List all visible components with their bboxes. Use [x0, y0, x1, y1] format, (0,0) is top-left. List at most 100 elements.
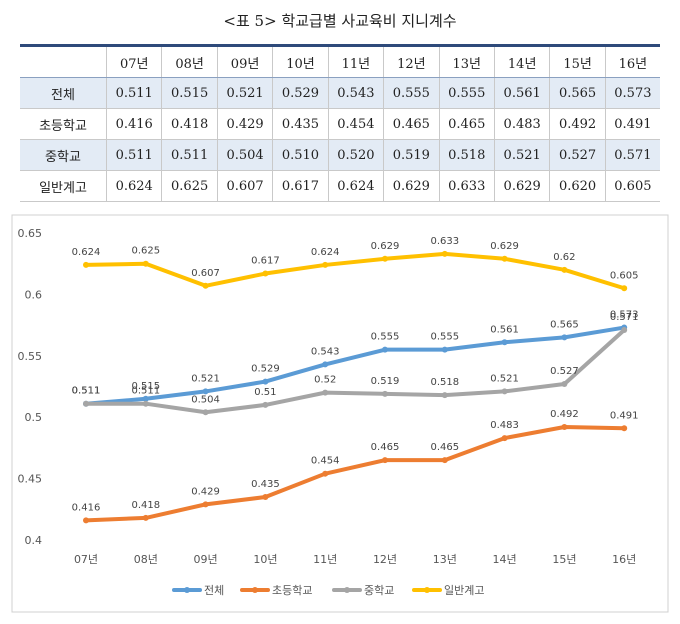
x-tick-label: 10년 — [253, 553, 277, 566]
data-label: 0.529 — [251, 364, 280, 375]
table-cell: 0.429 — [216, 108, 273, 140]
data-point — [621, 327, 628, 334]
table-cell: 0.573 — [604, 77, 660, 109]
data-point — [202, 501, 209, 508]
data-point — [382, 457, 388, 464]
table-cell: 0.629 — [383, 170, 440, 202]
table-cell: 0.465 — [383, 108, 440, 140]
table-cell: 08년 — [161, 44, 218, 78]
x-tick-label: 15년 — [552, 553, 576, 566]
table-row: 일반계고 0.624 0.625 0.607 0.617 0.624 0.629 0.633 0… — [20, 170, 660, 202]
data-label: 0.527 — [550, 366, 579, 377]
table-row: 전체 0.511 0.515 0.521 0.529 0.543 0.555 0.555 0.5… — [20, 77, 660, 109]
data-point — [561, 424, 568, 431]
data-point — [441, 457, 448, 464]
table-cell: 0.454 — [327, 108, 384, 140]
data-label: 0.465 — [371, 442, 400, 453]
x-tick-label: 11년 — [313, 553, 337, 566]
table-cell: 0.492 — [549, 108, 606, 140]
table-cell: 0.624 — [105, 170, 162, 202]
data-point — [382, 346, 388, 353]
data-label: 0.629 — [371, 241, 400, 252]
data-point — [441, 392, 448, 399]
data-label: 0.465 — [430, 442, 459, 453]
legend-marker — [344, 587, 350, 593]
table-cell: 0.510 — [272, 139, 329, 171]
data-point — [142, 260, 149, 267]
table-cell: 0.520 — [327, 139, 384, 171]
data-point — [322, 261, 329, 268]
table-row: 07년 08년 09년 10년 11년 12년 13년 14년 15년 16년 — [20, 44, 660, 78]
data-label: 0.454 — [311, 456, 340, 467]
table-cell: 0.511 — [105, 139, 162, 171]
table-row: 중학교 0.511 0.511 0.504 0.510 0.520 0.519 0.518 0.… — [20, 139, 660, 171]
data-label: 0.418 — [131, 500, 160, 511]
series-line — [84, 425, 627, 523]
data-point — [142, 395, 149, 402]
data-label: 0.573 — [610, 310, 639, 321]
data-label: 0.571 — [610, 312, 639, 323]
data-point — [501, 339, 508, 346]
data-point — [322, 470, 329, 477]
table-cell: 0.624 — [327, 170, 384, 202]
data-point — [621, 285, 628, 292]
table-cell: 0.483 — [493, 108, 550, 140]
data-label: 0.624 — [72, 247, 101, 258]
table-cell: 일반계고 — [20, 170, 107, 202]
data-point — [142, 514, 149, 521]
data-point — [501, 435, 508, 442]
data-point — [202, 388, 209, 395]
table-cell: 0.435 — [272, 108, 329, 140]
data-point — [561, 266, 568, 273]
table-cell: 0.565 — [549, 77, 606, 109]
table-cell: 0.629 — [493, 170, 550, 202]
table-cell: 13년 — [438, 44, 495, 78]
table-cell: 0.491 — [604, 108, 660, 140]
data-label: 0.416 — [72, 502, 101, 513]
table-cell: 0.418 — [161, 108, 218, 140]
table-cell: 0.521 — [493, 139, 550, 171]
table-cell: 0.617 — [272, 170, 329, 202]
table-cell: 0.605 — [604, 170, 660, 202]
table-cell — [20, 44, 107, 78]
data-point — [382, 255, 388, 262]
data-label: 0.511 — [72, 386, 101, 397]
data-label: 0.521 — [490, 373, 519, 384]
data-label: 0.511 — [72, 386, 101, 397]
y-tick-label: 0.5 — [25, 411, 43, 424]
data-label: 0.521 — [191, 373, 220, 384]
data-label: 0.435 — [251, 479, 280, 490]
data-point — [561, 334, 568, 341]
data-label: 0.62 — [553, 252, 575, 263]
data-point — [262, 401, 269, 408]
x-tick-label: 14년 — [493, 553, 517, 566]
table-cell: 11년 — [327, 44, 384, 78]
data-point — [441, 250, 448, 257]
table-cell: 0.633 — [438, 170, 495, 202]
data-point — [501, 388, 508, 395]
data-label: 0.561 — [490, 324, 519, 335]
table-cell: 0.515 — [161, 77, 218, 109]
y-tick-label: 0.55 — [18, 350, 43, 363]
data-point — [83, 400, 89, 407]
data-point — [441, 346, 448, 353]
data-label: 0.565 — [550, 319, 579, 330]
x-tick-label: 08년 — [134, 553, 158, 566]
legend-label: 중학교 — [364, 584, 394, 597]
data-label: 0.607 — [191, 268, 220, 279]
data-label: 0.605 — [610, 270, 639, 281]
legend-marker — [252, 587, 258, 593]
data-label: 0.543 — [311, 346, 340, 357]
table-cell: 0.518 — [438, 139, 495, 171]
data-label: 0.555 — [371, 332, 400, 343]
table-cell: 0.527 — [549, 139, 606, 171]
table-cell: 0.416 — [105, 108, 162, 140]
legend-label: 전체 — [204, 584, 224, 597]
data-label: 0.511 — [131, 386, 160, 397]
data-label: 0.617 — [251, 256, 280, 267]
data-label: 0.555 — [430, 332, 459, 343]
data-point — [382, 390, 388, 397]
data-label: 0.633 — [430, 236, 459, 247]
table-cell: 0.543 — [327, 77, 384, 109]
